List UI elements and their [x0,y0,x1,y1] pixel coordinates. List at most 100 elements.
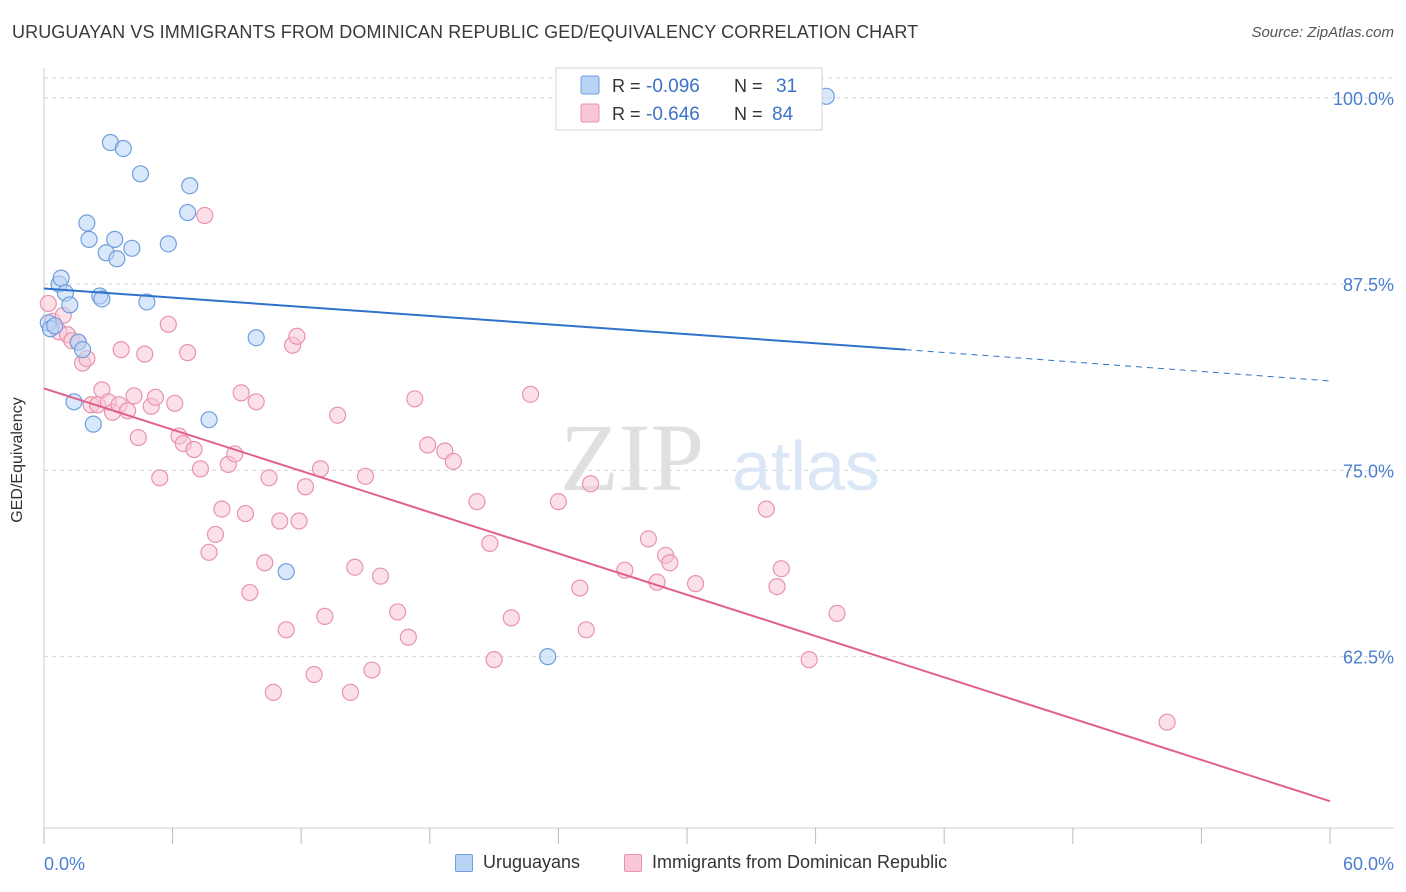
dominican-point-0 [39,294,57,313]
dominican-point-70 [571,579,589,597]
dominican-point-22 [151,469,169,487]
uruguayan-point-4 [52,269,70,287]
legend-label-dominican: Immigrants from Dominican Republic [652,852,948,872]
watermark: ZIP atlas [560,404,880,511]
dominican-point-23 [159,315,177,333]
dominican-point-66 [485,651,503,669]
dominican-point-58 [389,603,407,621]
axes [43,68,1394,844]
legend-n-value-1: 31 [776,76,797,97]
y-tick-label-1: 75.0% [1343,461,1394,481]
uruguayan-point-24 [179,203,197,222]
dominican-point-83 [828,604,846,623]
y-tick-label-3: 100.0% [1333,89,1394,109]
trend-line-dominican [43,387,1331,803]
dominican-point-27 [179,344,197,362]
gridlines [44,77,1394,658]
dominican-point-29 [191,460,210,478]
chart-title: URUGUAYAN VS IMMIGRANTS FROM DOMINICAN R… [12,22,919,42]
dominican-point-24 [166,394,184,412]
uruguayan-point-7 [65,393,83,411]
uruguayan-point-27 [247,329,265,347]
dominican-point-69 [549,493,568,511]
uruguayan-point-14 [93,290,111,308]
watermark-zip: ZIP [560,404,704,511]
uruguayan-point-22 [138,293,156,311]
dominican-point-38 [241,583,259,602]
dominican-point-40 [256,554,274,572]
dominican-point-51 [316,607,334,625]
dominican-point-68 [521,385,540,403]
dominican-point-42 [264,683,282,701]
x-tick-labels: 0.0% 60.0% [44,854,1394,874]
uruguayan-point-26 [200,411,218,429]
dominican-point-67 [502,609,520,627]
dominican-point-43 [271,512,289,530]
dominican-point-47 [290,512,308,530]
uruguayan-point-18 [108,250,126,268]
uruguayan-point-17 [106,230,124,248]
watermark-atlas: atlas [732,427,880,505]
uruguayan-point-25 [181,177,199,195]
dominican-point-56 [363,661,381,679]
legend-swatch-dominican [624,853,642,872]
uruguayan-point-2 [46,317,64,335]
dominican-point-60 [406,390,424,408]
y-tick-label-0: 62.5% [1343,648,1394,668]
dominican-point-72 [581,475,600,493]
uruguayan-point-29 [539,648,557,666]
legend-r-label-2: R = [612,104,641,124]
dominican-point-49 [305,665,323,684]
uruguayan-point-23 [159,235,177,253]
dominican-point-57 [371,567,390,585]
dominican-point-39 [247,393,265,411]
dominican-point-46 [288,327,306,345]
legend-r-value-2: -0.646 [646,104,700,125]
uruguayan-point-20 [123,239,141,257]
legend-n-label-2: N = [734,104,763,124]
dominican-point-32 [206,525,225,544]
dominican-point-36 [232,384,250,402]
uruguayan-point-28 [277,563,295,581]
dominican-point-81 [772,560,790,578]
dominican-point-55 [356,467,375,485]
legend-item-dominican: Immigrants from Dominican Republic [624,852,947,873]
dominican-point-77 [661,554,679,572]
dominican-point-79 [757,500,775,518]
dominican-point-18 [129,428,147,447]
uruguayan-point-10 [78,214,96,232]
dominican-point-41 [260,469,278,487]
dominican-point-61 [419,436,437,454]
legend-top-box [555,67,823,131]
uruguayan-point-12 [84,415,102,433]
dominican-point-15 [112,341,130,359]
dominican-point-19 [136,345,154,363]
dominican-point-54 [346,558,364,576]
dominican-point-44 [277,621,295,639]
dominican-point-74 [639,530,658,548]
series-dominican-points [39,206,1176,731]
dominican-point-17 [125,387,143,405]
dominican-point-84 [1158,713,1176,731]
legend-bottom: Uruguayans Immigrants from Dominican Rep… [0,850,1406,880]
dominican-point-78 [686,575,705,593]
uruguayan-point-19 [114,139,132,158]
legend-label-uruguayans: Uruguayans [483,852,581,872]
dominican-point-82 [800,651,818,669]
trend-line-uruguayans-extension [905,349,1331,382]
y-tick-label-2: 87.5% [1343,275,1394,295]
dominican-point-48 [296,478,315,496]
series-uruguayan-points [39,87,835,666]
uruguayan-point-11 [80,230,98,248]
legend-r-label-1: R = [612,76,641,96]
source-label: Source: ZipAtlas.com [1251,24,1394,41]
dominican-point-80 [768,577,786,596]
dominican-point-37 [236,504,255,523]
dominican-point-33 [213,500,231,518]
x-tick-label-0: 0.0% [44,854,85,874]
dominican-point-63 [444,452,462,471]
legend-r-value-1: -0.096 [646,76,700,97]
uruguayan-point-6 [61,296,79,314]
legend-n-label-1: N = [734,76,763,96]
